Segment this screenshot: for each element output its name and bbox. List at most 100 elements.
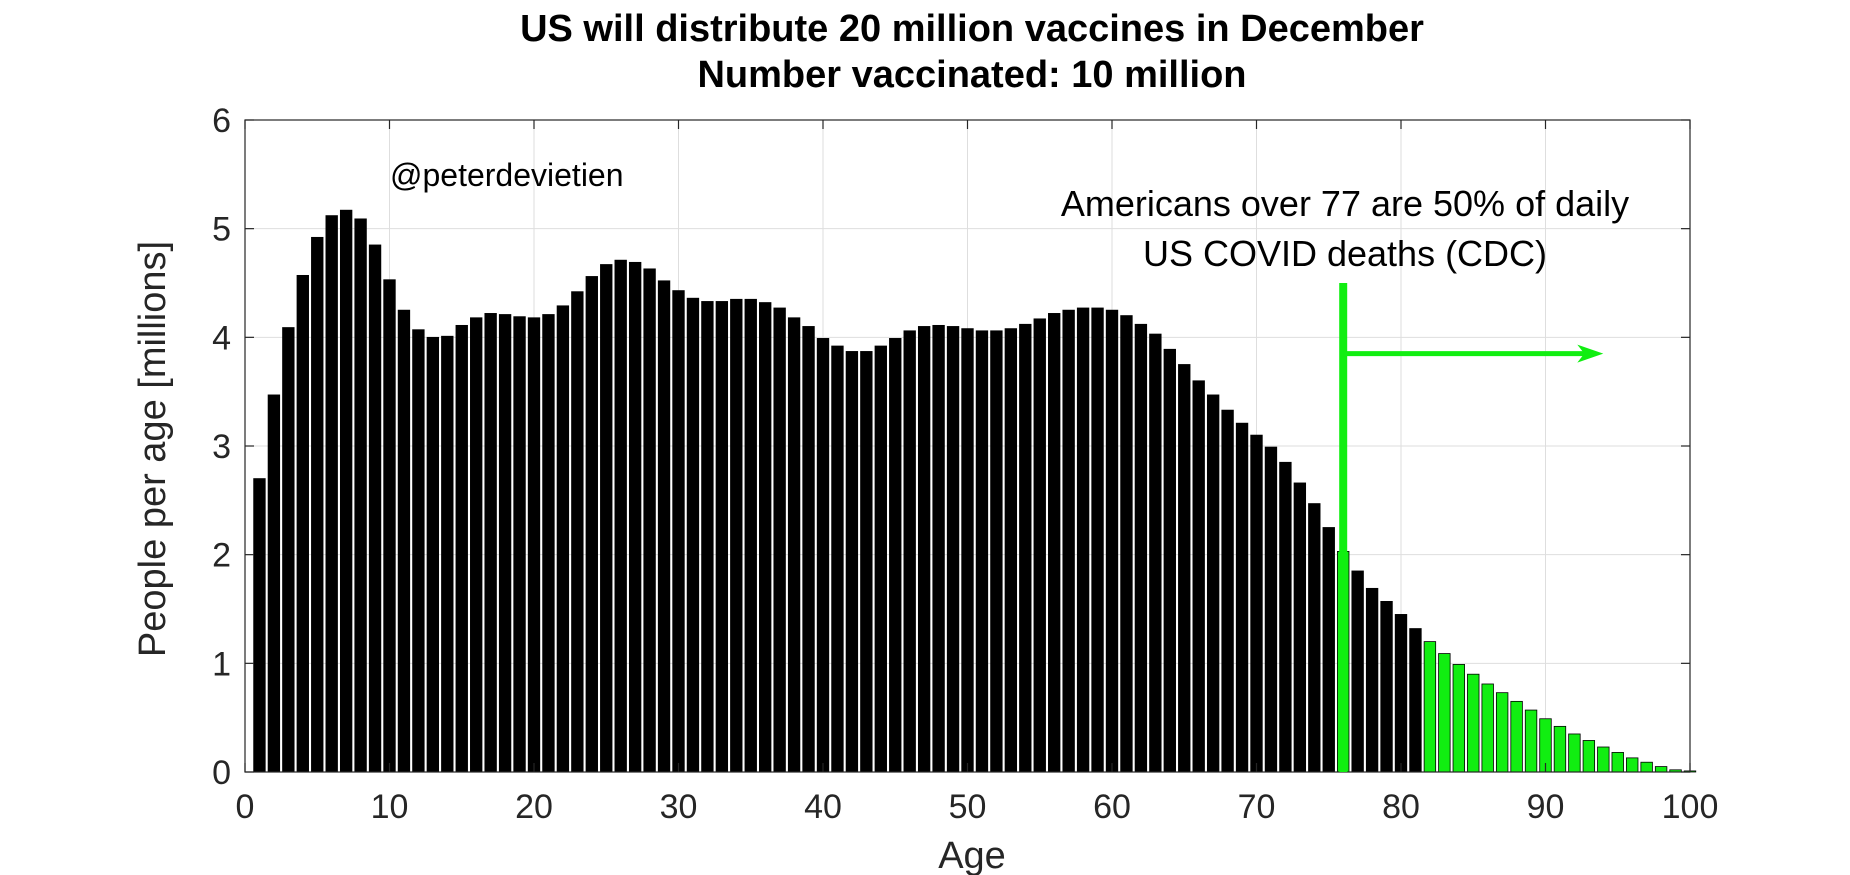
bar-age-64 <box>1163 348 1176 773</box>
bar-age-98 <box>1654 766 1668 773</box>
bar-age-12 <box>412 329 425 773</box>
y-tick-label: 6 <box>212 102 231 140</box>
bar-age-6 <box>325 215 338 773</box>
bar-age-59 <box>1091 307 1104 773</box>
bar-age-70 <box>1250 434 1263 773</box>
bar-age-55 <box>1033 318 1046 773</box>
annotation-line-2: US COVID deaths (CDC) <box>1143 233 1547 274</box>
bars-group <box>253 209 1697 773</box>
bar-age-52 <box>990 330 1003 773</box>
x-tick-label: 60 <box>1093 788 1131 826</box>
bar-age-33 <box>715 301 729 773</box>
annotation-arrow <box>1339 283 1604 772</box>
bar-age-51 <box>975 330 989 773</box>
bar-age-71 <box>1264 446 1278 773</box>
x-axis-label: Age <box>938 835 1006 875</box>
bar-age-72 <box>1279 461 1292 773</box>
x-tick-label: 20 <box>515 788 553 826</box>
bar-age-87 <box>1495 692 1509 773</box>
bar-age-83 <box>1438 653 1451 773</box>
bar-age-21 <box>542 314 555 773</box>
bar-age-30 <box>672 290 685 773</box>
bar-age-15 <box>455 324 468 773</box>
y-tick-label: 4 <box>212 319 231 357</box>
bar-age-96 <box>1626 757 1639 773</box>
bar-age-79 <box>1380 600 1393 773</box>
bar-age-43 <box>860 351 873 773</box>
bar-age-28 <box>643 268 656 773</box>
bar-age-9 <box>368 244 382 773</box>
bar-age-29 <box>657 280 671 773</box>
bar-age-80 <box>1394 614 1408 773</box>
bar-age-41 <box>831 345 844 773</box>
bar-age-60 <box>1105 309 1119 773</box>
bar-age-88 <box>1510 700 1523 773</box>
bar-age-46 <box>903 330 916 773</box>
axis-ticks: 0 10 20 30 40 50 60 70 80 90 100 0 1 2 3 4 5 6 <box>212 102 1718 826</box>
bar-age-13 <box>426 336 440 773</box>
bar-age-27 <box>628 261 642 773</box>
bar-age-89 <box>1524 709 1538 773</box>
bar-age-19 <box>513 316 526 773</box>
x-tick-label: 0 <box>236 788 255 826</box>
bar-age-40 <box>816 338 830 773</box>
bar-age-25 <box>600 264 613 773</box>
y-tick-label: 2 <box>212 537 231 575</box>
x-tick-label: 90 <box>1527 788 1565 826</box>
bar-age-34 <box>730 298 743 773</box>
bar-age-61 <box>1120 315 1133 773</box>
x-tick-label: 50 <box>949 788 987 826</box>
y-tick-label: 0 <box>212 754 231 792</box>
bar-age-63 <box>1149 333 1162 773</box>
bar-age-91 <box>1553 725 1567 773</box>
bar-age-26 <box>614 259 627 773</box>
bar-age-32 <box>701 301 714 773</box>
bar-age-85 <box>1467 673 1480 773</box>
bar-age-2 <box>267 394 281 773</box>
bar-age-95 <box>1611 752 1624 773</box>
x-tick-label: 30 <box>660 788 698 826</box>
bar-age-45 <box>889 338 902 773</box>
y-axis-label: People per age [millions] <box>132 241 174 657</box>
bar-age-35 <box>744 298 757 773</box>
bar-age-92 <box>1568 733 1581 773</box>
y-tick-label: 1 <box>212 645 231 683</box>
x-tick-label: 10 <box>371 788 409 826</box>
bar-age-10 <box>383 279 396 773</box>
bar-age-75 <box>1322 527 1335 773</box>
bar-age-20 <box>527 317 541 773</box>
bar-age-50 <box>961 328 974 773</box>
x-tick-label: 80 <box>1382 788 1420 826</box>
arrow-head <box>1577 344 1604 363</box>
bar-age-56 <box>1048 313 1061 773</box>
bar-age-81 <box>1409 628 1422 773</box>
annotation-line-1: Americans over 77 are 50% of daily <box>1061 183 1629 224</box>
bar-age-94 <box>1597 746 1610 773</box>
y-tick-label: 5 <box>212 211 231 249</box>
bar-age-11 <box>397 309 411 773</box>
bar-age-36 <box>759 302 772 773</box>
bar-age-86 <box>1481 683 1494 773</box>
bar-age-7 <box>339 209 353 773</box>
bar-age-47 <box>917 326 931 773</box>
bar-age-53 <box>1004 328 1018 773</box>
chart-title: US will distribute 20 million vaccines i… <box>520 8 1424 50</box>
y-tick-label: 3 <box>212 428 231 466</box>
bar-age-62 <box>1134 323 1148 773</box>
x-tick-label: 70 <box>1238 788 1276 826</box>
bar-age-69 <box>1235 422 1249 773</box>
bar-age-14 <box>441 335 454 773</box>
bar-age-23 <box>571 291 584 773</box>
bar-age-54 <box>1019 323 1032 773</box>
bar-age-44 <box>874 345 887 773</box>
bar-age-65 <box>1178 364 1191 773</box>
bar-age-93 <box>1582 740 1596 773</box>
bar-age-73 <box>1293 482 1307 773</box>
bar-age-77 <box>1351 570 1364 773</box>
bar-age-57 <box>1062 309 1075 773</box>
bar-age-66 <box>1192 380 1205 773</box>
bar-age-22 <box>556 305 570 773</box>
bar-age-16 <box>470 317 483 773</box>
bar-age-49 <box>946 326 960 773</box>
bar-age-78 <box>1365 587 1379 773</box>
